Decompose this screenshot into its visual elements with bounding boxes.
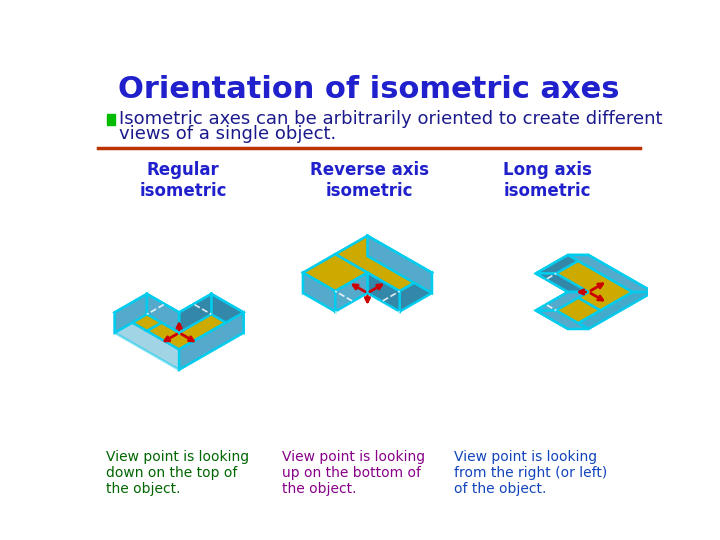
Polygon shape (114, 313, 179, 370)
Polygon shape (536, 310, 588, 329)
Bar (107, 114, 114, 125)
Polygon shape (114, 294, 147, 333)
Polygon shape (212, 294, 243, 333)
Polygon shape (179, 294, 212, 333)
Polygon shape (557, 255, 653, 329)
Text: Regular
isometric: Regular isometric (139, 161, 227, 200)
Text: Long axis
isometric: Long axis isometric (503, 161, 592, 200)
Polygon shape (303, 273, 336, 312)
Polygon shape (568, 292, 653, 329)
Text: views of a single object.: views of a single object. (120, 125, 337, 143)
Polygon shape (336, 236, 432, 291)
Polygon shape (367, 236, 432, 293)
Text: View point is looking
from the right (or left)
of the object.: View point is looking from the right (or… (454, 450, 608, 496)
Polygon shape (536, 292, 600, 329)
Polygon shape (147, 294, 179, 333)
Text: Isometric axes can be arbitrarily oriented to create different: Isometric axes can be arbitrarily orient… (120, 110, 663, 127)
Text: Reverse axis
isometric: Reverse axis isometric (310, 161, 428, 200)
Polygon shape (536, 255, 588, 273)
Text: Orientation of isometric axes: Orientation of isometric axes (118, 75, 620, 104)
Polygon shape (400, 273, 432, 312)
Polygon shape (303, 254, 367, 291)
Polygon shape (303, 236, 367, 293)
Polygon shape (536, 255, 632, 310)
Text: View point is looking
down on the top of
the object.: View point is looking down on the top of… (106, 450, 248, 496)
Polygon shape (336, 273, 367, 312)
Polygon shape (114, 294, 179, 331)
Text: View point is looking
up on the bottom of
the object.: View point is looking up on the bottom o… (282, 450, 426, 496)
Polygon shape (179, 313, 243, 370)
Polygon shape (536, 292, 588, 310)
Polygon shape (536, 273, 588, 292)
Polygon shape (568, 255, 653, 292)
Polygon shape (147, 294, 243, 349)
Polygon shape (367, 273, 400, 312)
